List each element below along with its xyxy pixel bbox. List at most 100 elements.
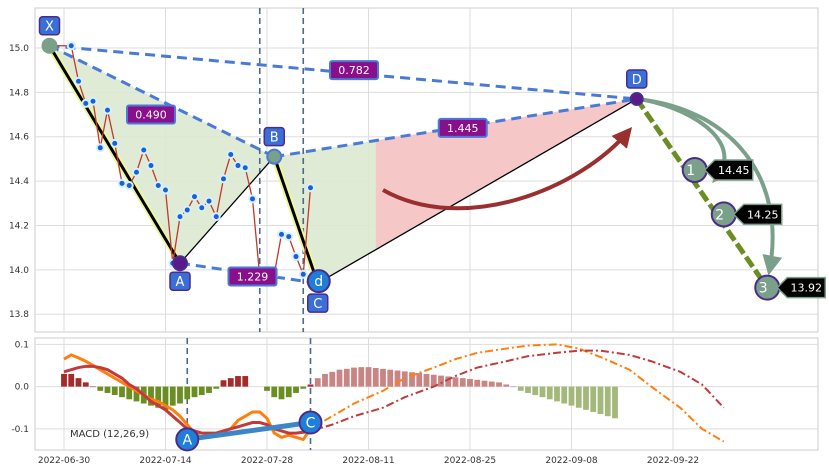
macd-histogram-bar xyxy=(358,367,365,387)
macd-ytick-label: 0.0 xyxy=(15,383,30,393)
price-point xyxy=(161,185,170,195)
macd-histogram-bar xyxy=(394,370,401,387)
macd-panel: 2022-06-30 2022-07-14 2022-07-28 2022-08-11… xyxy=(11,337,819,466)
pattern-leg xyxy=(48,44,182,264)
target-line xyxy=(634,97,770,290)
price-point xyxy=(240,163,250,173)
macd-histogram-bar xyxy=(68,373,75,387)
ratio-label: 0.782 xyxy=(338,64,370,77)
price-point xyxy=(117,178,127,188)
macd-histogram-bar xyxy=(307,384,314,387)
macd-histogram-bar xyxy=(300,386,307,389)
macd-histogram-bar xyxy=(445,376,452,387)
price-ytick-label: 14.6 xyxy=(9,133,29,143)
macd-histogram-bar xyxy=(474,379,481,387)
pattern-point-badge xyxy=(307,293,329,313)
macd-projection-line xyxy=(309,343,725,443)
price-point xyxy=(74,76,83,86)
macd-histogram-bar xyxy=(177,386,183,404)
macd-histogram-bar xyxy=(510,386,517,388)
macd-histogram-bar xyxy=(416,373,423,387)
price-ytick-label: 14.4 xyxy=(9,177,29,187)
macd-histogram-bar xyxy=(90,386,96,388)
target-value-box xyxy=(732,203,783,226)
extra-point-label: d xyxy=(314,274,323,290)
macd-histogram-bar xyxy=(133,386,140,402)
macd-histogram-bar xyxy=(169,386,176,406)
pattern-point-badge xyxy=(626,69,648,89)
price-point xyxy=(139,145,149,155)
macd-histogram-bar xyxy=(365,367,372,387)
target-label: 2 xyxy=(715,207,724,223)
target-value: 13.92 xyxy=(791,282,823,295)
ratio-box xyxy=(329,60,379,81)
price-point xyxy=(277,229,286,239)
macd-histogram-bar xyxy=(597,386,604,415)
macd-histogram-bar xyxy=(452,377,459,387)
pattern-leg-thin xyxy=(317,98,638,284)
macd-indicator-label: MACD (12,26,9) xyxy=(70,429,149,440)
macd-histogram-bar xyxy=(322,373,328,387)
price-point xyxy=(95,143,105,153)
price-point xyxy=(182,205,192,215)
macd-histogram-bar xyxy=(380,368,386,387)
macd-histogram-bar xyxy=(191,386,198,398)
macd-xtick-label: 2022-09-08 xyxy=(545,456,598,466)
price-point xyxy=(190,192,199,202)
macd-histogram-bar xyxy=(387,369,394,387)
macd-point-label: C xyxy=(306,416,316,432)
macd-histogram-bar xyxy=(561,386,568,404)
macd-histogram-bar xyxy=(126,386,133,400)
macd-ytick-label: 0.1 xyxy=(15,340,29,350)
ratio-box xyxy=(437,117,488,138)
price-point xyxy=(146,161,156,171)
macd-histogram-bar xyxy=(503,384,510,387)
macd-histogram-bar xyxy=(604,386,611,417)
pattern-point-label: C xyxy=(313,297,322,312)
pattern-point-marker xyxy=(41,37,58,54)
macd-histogram-bar xyxy=(278,386,285,400)
macd-histogram-bar xyxy=(590,386,597,412)
signal-projection-line xyxy=(310,349,725,432)
price-point xyxy=(103,105,112,115)
pattern-leg xyxy=(272,156,320,284)
macd-histogram-bar xyxy=(459,378,466,387)
macd-ytick-label: -0.1 xyxy=(11,425,29,435)
macd-histogram-bar xyxy=(235,376,241,387)
macd-histogram-bar xyxy=(111,386,118,396)
macd-histogram-bar xyxy=(75,378,82,387)
macd-histogram-bar xyxy=(532,386,539,396)
pattern-point-marker xyxy=(629,91,644,106)
price-point xyxy=(197,203,207,213)
macd-histogram-bar xyxy=(119,386,125,398)
macd-xtick-label: 2022-07-28 xyxy=(241,456,294,466)
macd-xtick-label: 2022-07-14 xyxy=(139,456,192,466)
price-point xyxy=(81,98,91,108)
macd-histogram-bar xyxy=(271,386,278,398)
macd-histogram-bar xyxy=(488,381,495,387)
price-point xyxy=(284,232,294,242)
macd-histogram-bar xyxy=(264,386,270,391)
macd-line xyxy=(63,353,312,442)
price-point xyxy=(175,212,185,222)
macd-histogram-bar xyxy=(554,386,560,402)
macd-histogram-bar xyxy=(401,371,408,387)
pattern-leg-thin xyxy=(179,156,275,264)
macd-histogram-bar xyxy=(525,386,531,393)
macd-histogram-bar xyxy=(227,378,234,387)
macd-histogram-bar xyxy=(220,380,227,387)
ratio-box xyxy=(126,104,176,125)
macd-histogram-bar xyxy=(293,386,299,393)
pattern-point-label: B xyxy=(270,131,279,146)
ratio-dashed-line xyxy=(48,44,275,159)
pattern-point-label: X xyxy=(45,20,54,35)
macd-histogram-bar xyxy=(423,373,430,387)
price-point xyxy=(110,138,120,148)
macd-histogram-bar xyxy=(409,372,415,387)
macd-histogram-bar xyxy=(568,386,575,406)
macd-histogram-bar xyxy=(104,386,111,393)
macd-point-label: A xyxy=(182,432,192,448)
price-ytick-label: 14.2 xyxy=(9,221,29,231)
price-ytick-label: 15.0 xyxy=(9,44,29,54)
macd-histogram-bar xyxy=(61,373,67,387)
